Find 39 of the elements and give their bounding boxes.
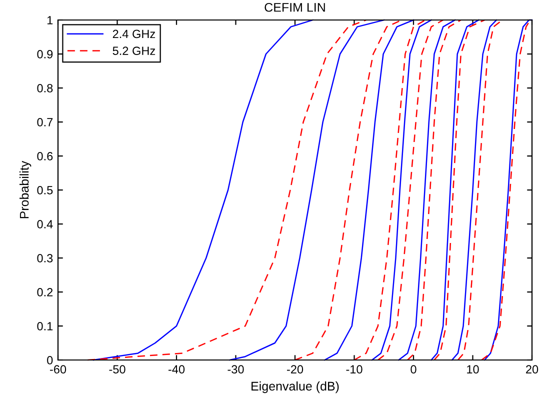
- x-tick-label: -40: [168, 365, 185, 374]
- x-tick-label: 0: [410, 365, 416, 374]
- y-tick-label: 0.4: [37, 220, 53, 228]
- chart-title: CEFIM LIN: [264, 2, 325, 12]
- line-series: [229, 19, 384, 361]
- line-series: [406, 19, 462, 361]
- legend-label: 5.2 GHz: [112, 46, 156, 56]
- x-tick-label: -30: [228, 365, 244, 374]
- x-axis-title: Eigenvalue (dB): [252, 381, 339, 394]
- line-series: [294, 19, 402, 361]
- y-tick-label: 1: [47, 16, 53, 24]
- y-tick-label: 0.7: [37, 118, 53, 126]
- line-series: [457, 19, 503, 361]
- y-tick-label: 0.5: [37, 186, 53, 194]
- y-tick-label: 0: [47, 356, 53, 364]
- line-series: [377, 19, 444, 361]
- y-tick-label: 0.2: [37, 288, 53, 296]
- line-series: [451, 19, 498, 361]
- legend-label: 2.4 GHz: [112, 30, 156, 38]
- y-axis-title: Probability: [20, 160, 32, 218]
- x-tick-label: 20: [526, 365, 538, 374]
- line-series: [324, 19, 414, 361]
- line-series: [354, 19, 426, 361]
- x-tick-label: -20: [286, 365, 304, 374]
- x-tick-label: 10: [467, 365, 479, 374]
- line-series: [434, 19, 486, 361]
- y-tick-label: 0.1: [37, 322, 53, 330]
- y-tick-label: 0.8: [37, 84, 53, 92]
- x-tick-label: -60: [50, 365, 66, 374]
- line-series: [92, 19, 314, 361]
- line-series: [430, 19, 480, 361]
- x-tick-label: -50: [109, 365, 126, 374]
- y-tick-label: 0.3: [37, 254, 53, 262]
- x-tick-label: -10: [346, 365, 362, 374]
- line-series: [398, 19, 456, 361]
- y-tick-label: 0.9: [37, 50, 53, 58]
- line-series: [87, 19, 367, 361]
- y-tick-label: 0.6: [37, 152, 53, 160]
- line-series: [371, 19, 432, 361]
